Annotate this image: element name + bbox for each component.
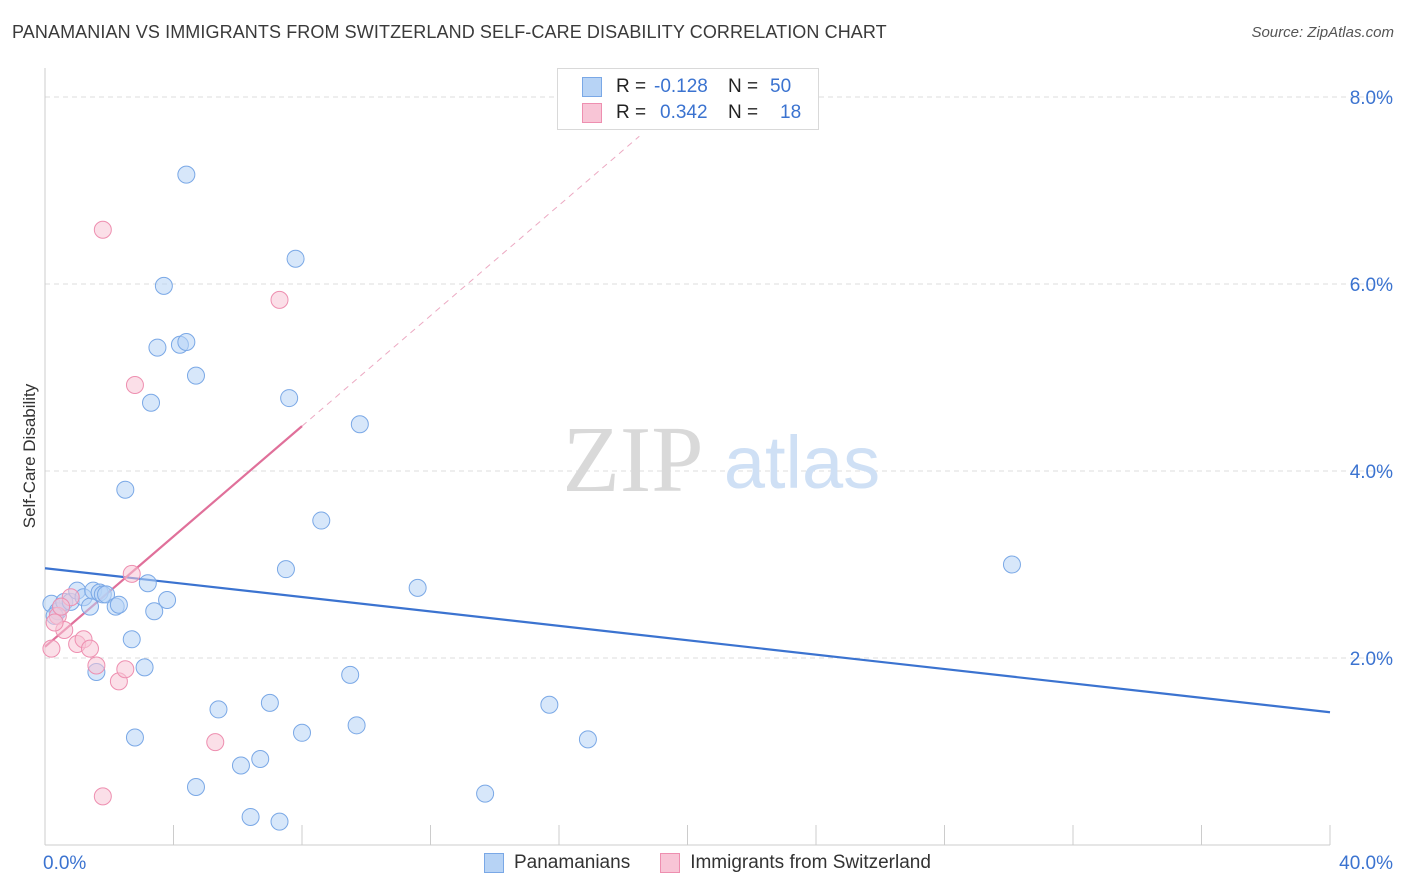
panamanian-point [177,165,196,184]
panamanian-point [154,276,173,295]
panamanian-point [145,602,164,621]
bottom-legend: Panamanians Immigrants from Switzerland [484,852,961,874]
panamanian-point [408,578,427,597]
panamanian-point [116,480,135,499]
switzerland-point [125,375,144,394]
switzerland-point [206,733,225,752]
switzerland-point [116,660,135,679]
watermark-atlas: atlas [724,421,880,504]
panamanian-point [209,700,228,719]
y-tick-label: 4.0% [1350,462,1393,483]
watermark-zip: ZIP [563,408,704,512]
panamanian-point [125,728,144,747]
panamanian-point [109,595,128,614]
legend-swatch-pink [582,103,602,123]
panamanian-point [142,393,161,412]
switzerland-point [270,290,289,309]
panamanian-point [347,716,366,735]
panamanian-point [280,389,299,408]
bottom-legend-swatch-blue [484,853,504,873]
panamanian-point [1002,555,1021,574]
legend-r-label: R = [616,76,647,97]
bottom-legend-panamanians: Panamanians [484,852,630,874]
switzerland-point [93,220,112,239]
legend-r-value: -0.128 [654,76,708,97]
panamanian-point [341,665,360,684]
panamanian-point [270,812,289,831]
x-tick-label: 0.0% [43,853,86,874]
legend-n-value: 50 [770,76,792,97]
switzerland-trendline [44,425,303,648]
x-tick-label: 40.0% [1339,853,1393,874]
panamanian-point [122,630,141,649]
y-tick-label: 8.0% [1350,88,1393,109]
switzerland-point [87,656,106,675]
panamanian-point [177,332,196,351]
switzerland-point [52,597,71,616]
legend-row-panamanians: R = -0.128 N = 50 [582,74,791,100]
y-axis-label: Self-Care Disability [20,383,39,528]
panamanian-point [135,658,154,677]
panamanian-point [241,807,260,826]
panamanian-point [97,585,116,604]
panamanian-trendline [44,567,1331,714]
panamanian-point [138,574,157,593]
switzerland-point [45,613,64,632]
panamanian-point [158,591,177,610]
source-label: Source: ZipAtlas.com [1251,24,1394,41]
legend-n-value: 18 [780,102,802,123]
panamanian-point [148,338,167,357]
bottom-legend-label: Immigrants from Switzerland [690,852,931,873]
legend-swatch-blue [582,77,602,97]
legend-n-label: N = [728,102,759,123]
y-tick-label: 6.0% [1350,275,1393,296]
y-tick-label: 2.0% [1350,649,1393,670]
panamanian-point [476,784,495,803]
panamanian-point [350,415,369,434]
panamanian-point [312,511,331,530]
chart-title: PANAMANIAN VS IMMIGRANTS FROM SWITZERLAN… [12,22,887,42]
panamanian-point [260,693,279,712]
panamanian-point [186,366,205,385]
switzerland-point [42,639,61,658]
panamanian-point [578,730,597,749]
legend-n-label: N = [728,76,759,97]
bottom-legend-swatch-pink [660,853,681,873]
panamanian-point [186,778,205,797]
panamanian-point [540,695,559,714]
switzerland-point [93,787,112,806]
bottom-legend-switzerland: Immigrants from Switzerland [660,852,931,874]
switzerland-point [122,564,141,583]
panamanian-point [293,723,311,742]
panamanian-point [251,749,270,768]
bottom-legend-label: Panamanians [514,852,631,873]
panamanian-point [286,249,305,268]
legend: R = -0.128 N = 50 R = 0.342 N = 18 [557,68,819,130]
panamanian-point [276,560,295,579]
legend-r-value: 0.342 [660,102,708,123]
panamanian-point [231,756,250,775]
switzerland-point [80,639,99,658]
legend-row-switzerland: R = 0.342 N = 18 [582,100,801,126]
legend-r-label: R = [616,102,647,123]
switzerland-trendline [301,135,640,427]
